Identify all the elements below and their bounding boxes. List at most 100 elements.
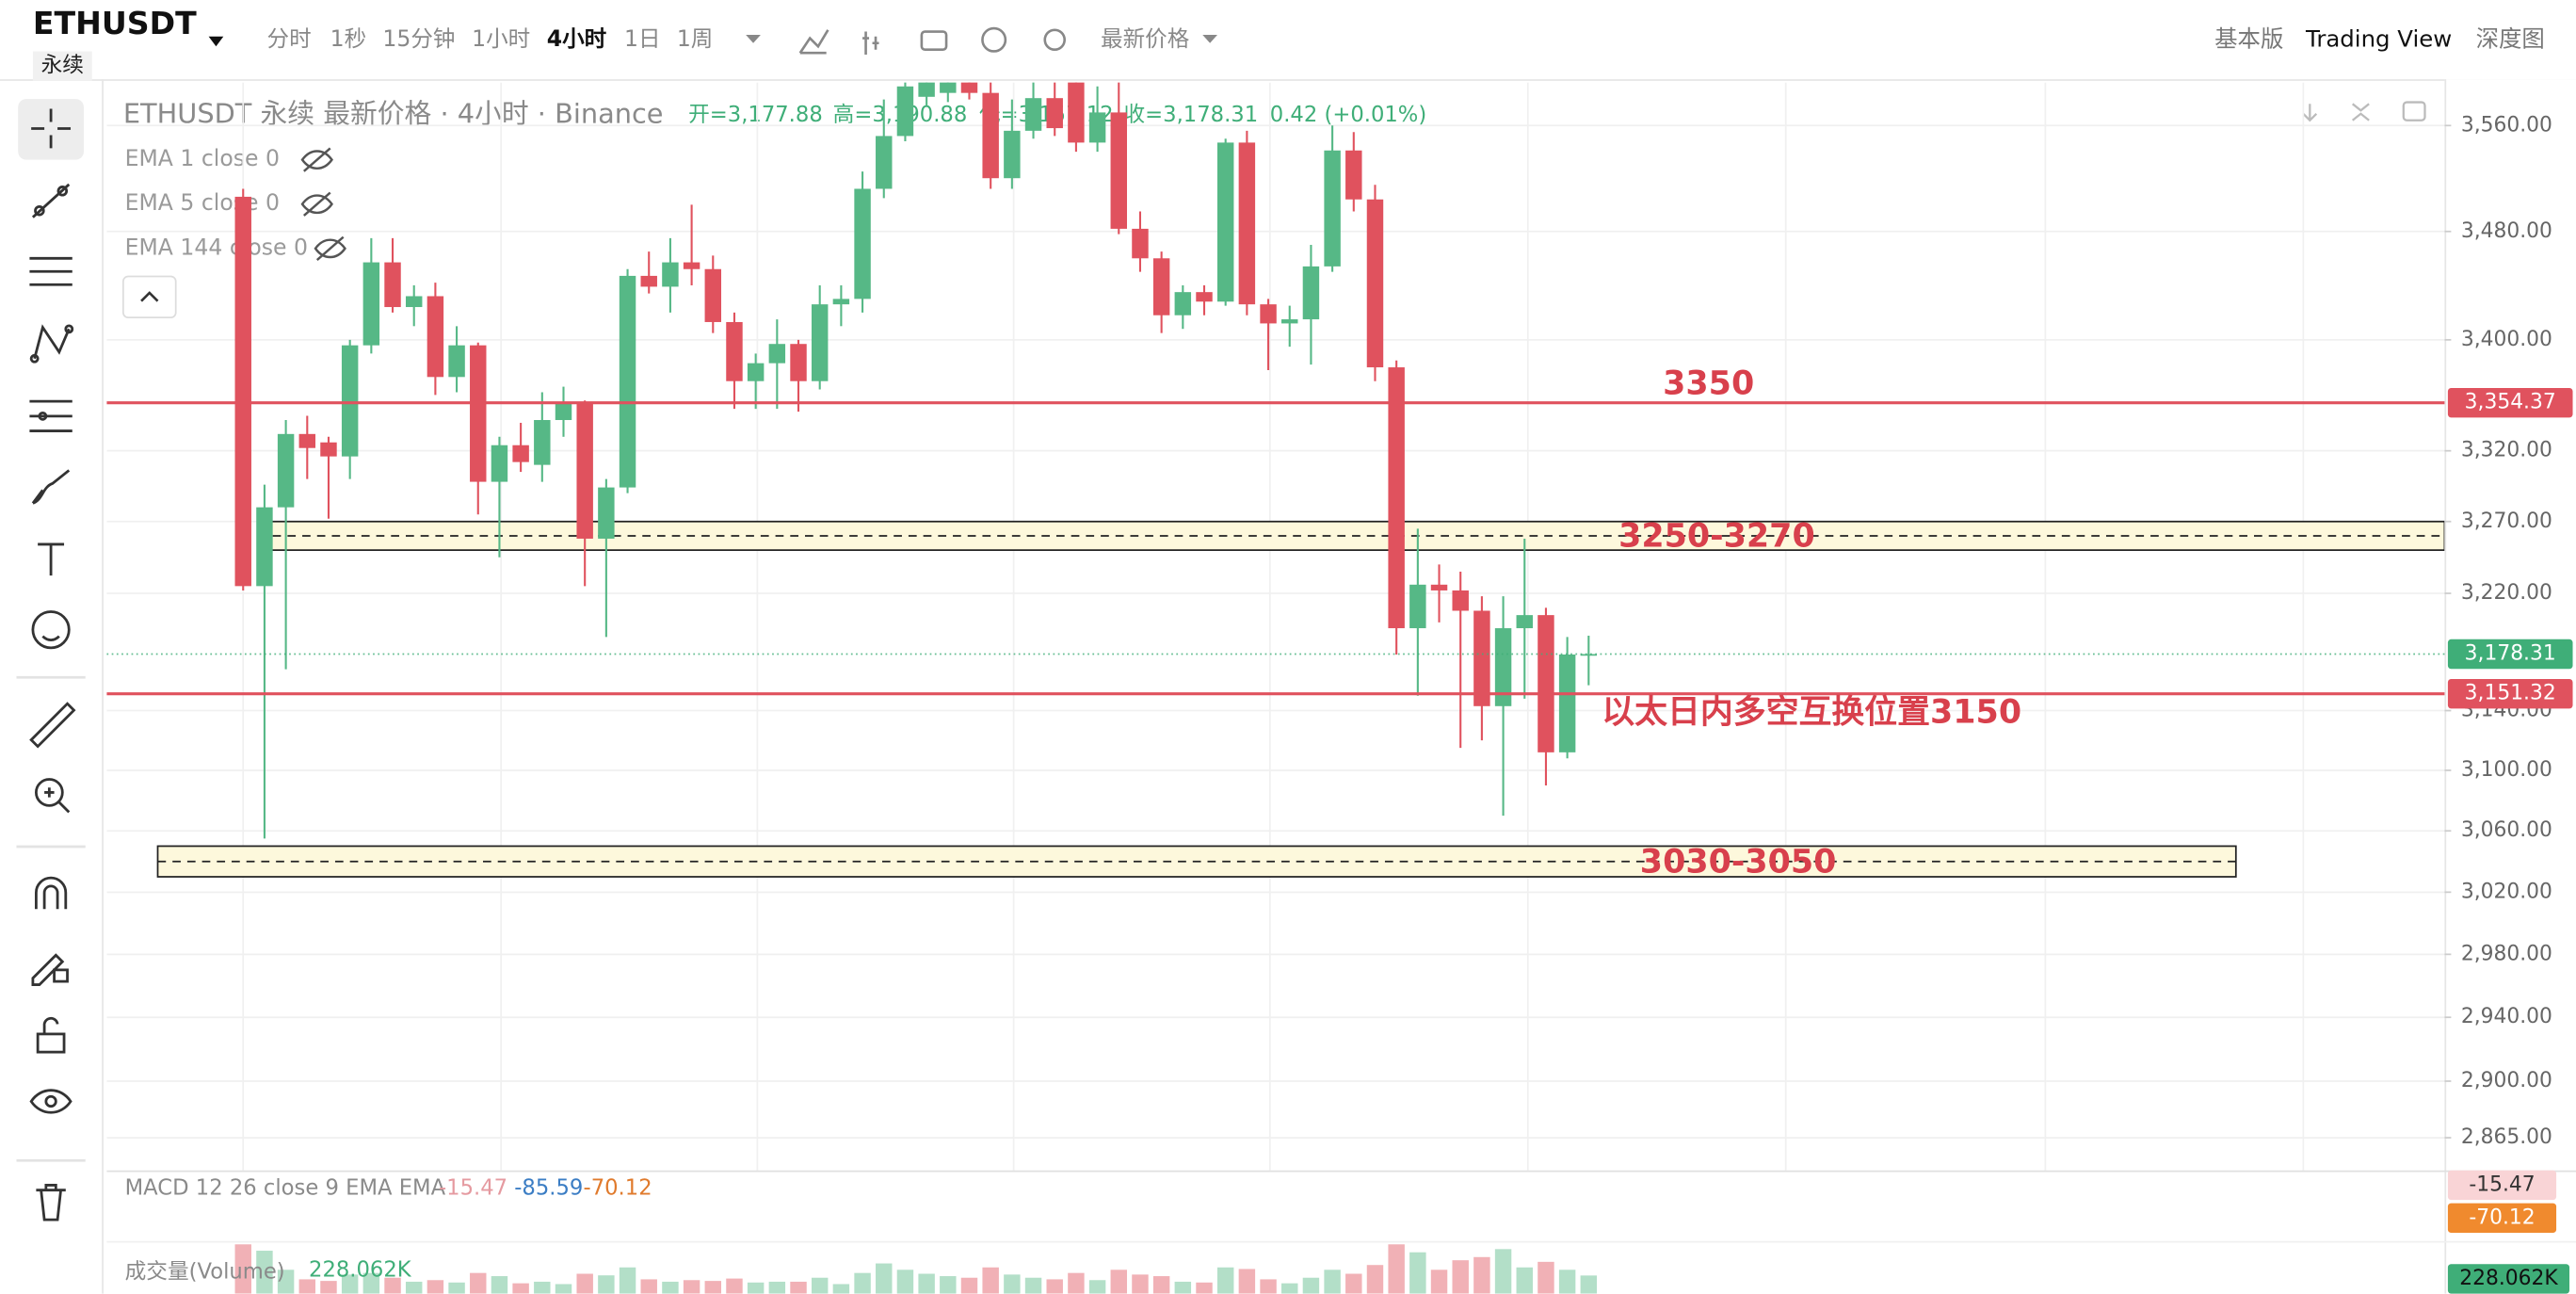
volume-bar (277, 1270, 295, 1294)
pane-down[interactable] (2302, 104, 2318, 122)
candle (534, 392, 551, 482)
ruler-tool[interactable] (29, 702, 76, 749)
candle (1196, 284, 1213, 315)
candle-body (854, 188, 871, 299)
candle-body (1132, 228, 1149, 259)
add-icon[interactable] (981, 26, 1007, 53)
candle-body (1068, 82, 1085, 143)
legend-close: 收=3,178.31 (1124, 103, 1259, 127)
pane-controls (2302, 101, 2426, 122)
candle-body (876, 136, 893, 189)
zoom-tool[interactable] (34, 778, 71, 814)
pane-collapse[interactable] (2351, 103, 2370, 121)
candle-body (1152, 258, 1170, 315)
candle (1068, 82, 1085, 153)
more-intervals[interactable] (746, 35, 761, 43)
volume-bar (1494, 1249, 1512, 1294)
volume-tag (2447, 1264, 2570, 1294)
view-tab[interactable]: 基本版 (2214, 24, 2283, 52)
volume-bar (1452, 1260, 1469, 1294)
ema-hidden-icon[interactable] (300, 147, 333, 172)
interval[interactable]: 4小时 (547, 25, 607, 52)
symbol-caret[interactable] (208, 36, 224, 47)
candle (1110, 82, 1127, 235)
legend-title: ETHUSDT 永续 最新价格 · 4小时 · Binance (123, 98, 664, 130)
text-tool[interactable] (38, 542, 65, 576)
forecast-tool[interactable] (29, 399, 72, 432)
lock-draw-tool[interactable] (31, 953, 69, 986)
ema-legend: EMA 5 close 0 (125, 189, 280, 216)
candle (896, 82, 914, 141)
legend-change: 0.42 (+0.01%) (1270, 103, 1426, 127)
volume-bar (534, 1281, 551, 1294)
volume-bar (790, 1281, 807, 1294)
lock-tool[interactable] (36, 1016, 66, 1054)
volume-bar (683, 1280, 700, 1294)
candle (1345, 132, 1362, 212)
volume-bar (1345, 1273, 1362, 1294)
candle (683, 204, 700, 285)
volume-bar (662, 1281, 679, 1294)
candle (811, 284, 829, 390)
symbol[interactable]: ETHUSDT (33, 5, 197, 41)
volume-bar (640, 1279, 657, 1294)
candle-body (1046, 98, 1063, 129)
candle (405, 284, 423, 327)
volume-bar (1388, 1244, 1405, 1294)
emoji-tool[interactable] (31, 610, 71, 650)
visibility-tool[interactable] (29, 1089, 72, 1114)
y-tick-label: 3,320.00 (2461, 439, 2552, 462)
candle (768, 319, 786, 410)
candle (320, 436, 337, 519)
interval[interactable]: 1小时 (472, 25, 530, 52)
fib-tool[interactable] (29, 256, 72, 286)
view-tab[interactable]: Trading View (2305, 24, 2452, 52)
interval[interactable]: 分时 (267, 25, 312, 52)
collapse-button[interactable] (121, 275, 177, 319)
volume-bar (876, 1263, 893, 1294)
candle (1538, 607, 1554, 785)
ema-hidden-icon[interactable] (300, 191, 333, 217)
view-tab[interactable]: 深度图 (2476, 24, 2545, 52)
candle-body (598, 487, 615, 539)
crosshair-tool[interactable] (31, 108, 72, 149)
volume-bar (747, 1282, 765, 1294)
candle-body (1452, 590, 1469, 611)
brush-tool[interactable] (31, 469, 71, 505)
magnet-tool[interactable] (34, 876, 68, 910)
volume-bar (726, 1278, 743, 1294)
price-type-caret[interactable] (1202, 35, 1217, 43)
interval[interactable]: 1日 (624, 25, 661, 52)
macd-tag-label: -15.47 (2469, 1173, 2535, 1196)
volume-bar (832, 1284, 850, 1294)
macd-value: -15.47 (439, 1175, 507, 1200)
candle-body (320, 442, 337, 457)
candle-body (405, 296, 423, 308)
interval[interactable]: 1周 (677, 25, 714, 52)
interval[interactable]: 15分钟 (382, 25, 455, 52)
chart-type-icon[interactable] (862, 31, 879, 55)
chart-tools (798, 26, 1067, 55)
contract: 永续 (41, 54, 84, 78)
settings-icon[interactable] (1043, 28, 1067, 52)
pattern-tool[interactable] (29, 324, 74, 364)
pane-maximize[interactable] (2402, 101, 2426, 121)
price-tag-label: 3,151.32 (2465, 682, 2556, 705)
candle-body (768, 344, 786, 364)
trend-line-tool[interactable] (31, 183, 71, 218)
candle-body (234, 196, 251, 587)
screenshot-icon[interactable] (920, 30, 948, 52)
candle (1366, 185, 1384, 381)
volume-bar (768, 1281, 786, 1294)
candle (918, 82, 935, 106)
volume-bar (1580, 1275, 1598, 1294)
indicator-icon[interactable] (798, 29, 829, 55)
annotation: 3350 (1663, 365, 1754, 403)
candle (854, 171, 871, 313)
ema-hidden-icon[interactable] (314, 235, 346, 261)
candle (512, 422, 529, 473)
interval[interactable]: 1秒 (330, 25, 367, 52)
candle-body (1238, 142, 1256, 305)
delete-tool[interactable] (36, 1184, 66, 1221)
price-type[interactable]: 最新价格 (1101, 25, 1189, 52)
